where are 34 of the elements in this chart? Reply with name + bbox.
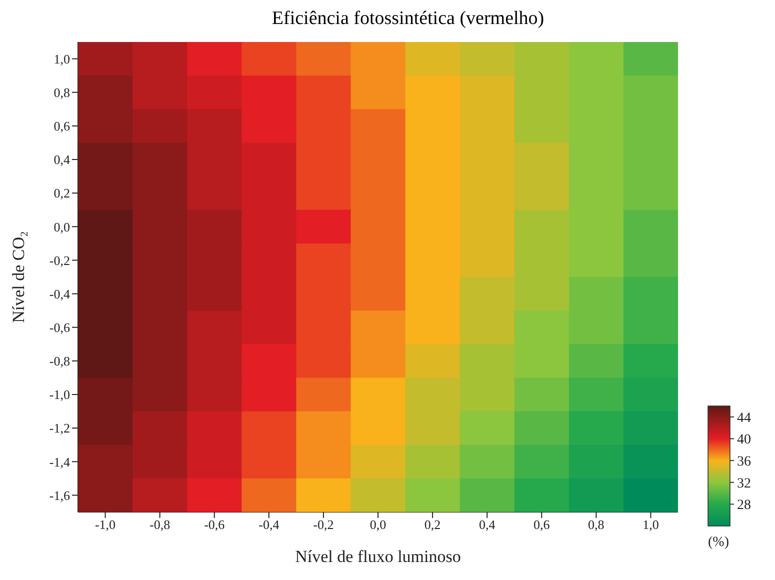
color-bar-label: 28 bbox=[737, 498, 751, 514]
y-tick-label: -0,4 bbox=[49, 286, 70, 302]
x-tick-label: -0,6 bbox=[204, 517, 226, 532]
y-tick-label: 0,6 bbox=[54, 118, 70, 134]
x-tick-label: -0,4 bbox=[258, 517, 280, 532]
y-tick-label: 0,4 bbox=[54, 152, 70, 168]
color-bar-label: 40 bbox=[737, 432, 751, 448]
y-tick-label: -0,2 bbox=[49, 252, 70, 268]
color-bar-label: 32 bbox=[737, 476, 751, 492]
x-tick-label: 1,0 bbox=[642, 517, 659, 532]
x-tick-label: -0,2 bbox=[313, 517, 334, 532]
color-bar-title: (%) bbox=[708, 535, 730, 550]
y-tick-label: -0,6 bbox=[49, 320, 70, 335]
x-tick-label: 0,4 bbox=[478, 517, 496, 532]
x-tick-label: -1,0 bbox=[94, 517, 116, 532]
color-bar-label: 44 bbox=[737, 410, 751, 426]
chart-title: Eficiência fotossintética (vermelho) bbox=[270, 8, 546, 31]
y-tick-label: 0,0 bbox=[54, 219, 70, 234]
x-tick-label: 0,0 bbox=[370, 517, 386, 532]
y-tick-label: 0,2 bbox=[54, 186, 70, 201]
y-tick-label: 1,0 bbox=[54, 51, 70, 66]
x-axis-title: Nível de fluxo luminoso bbox=[295, 547, 461, 566]
x-tick-label: 0,2 bbox=[424, 517, 441, 532]
x-tick-label: 0,8 bbox=[588, 517, 604, 532]
color-bar-label: 36 bbox=[737, 454, 751, 470]
y-tick-label: -1,0 bbox=[49, 387, 70, 402]
y-axis-title: Nível de CO₂ bbox=[9, 231, 28, 323]
y-tick-label: -1,2 bbox=[49, 420, 70, 436]
y-tick-label: 0,8 bbox=[54, 84, 70, 100]
x-tick-label: -0,8 bbox=[150, 517, 170, 532]
y-tick-label: -1,4 bbox=[49, 454, 70, 470]
y-tick-label: -0,8 bbox=[49, 354, 70, 369]
x-tick-label: 0,6 bbox=[534, 517, 550, 532]
y-tick-label: -1,6 bbox=[49, 488, 70, 503]
